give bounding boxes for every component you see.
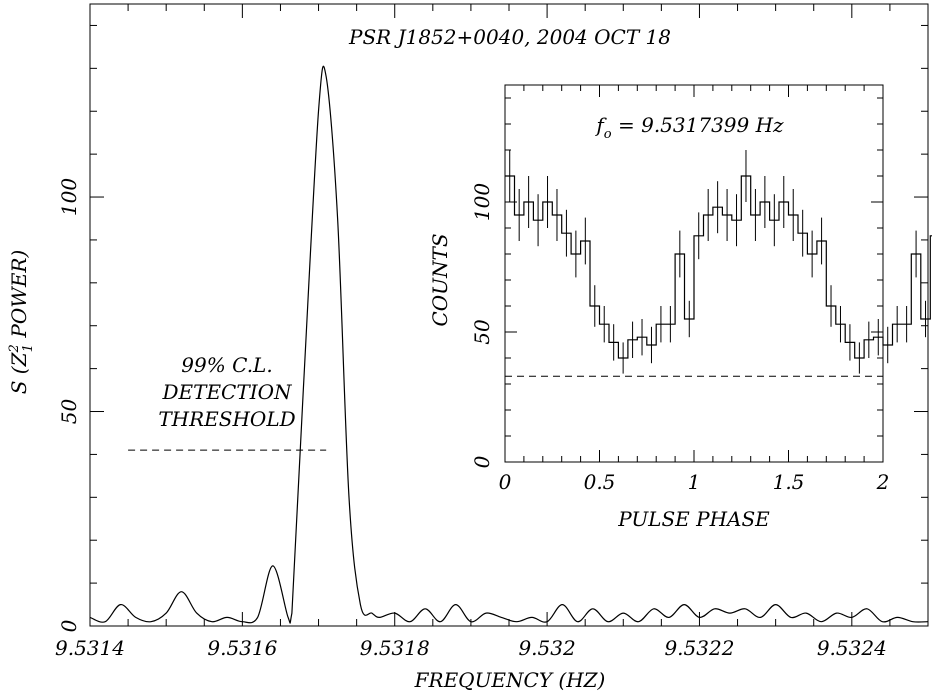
main-x-tick-label: 9.5322: [664, 636, 734, 660]
threshold-label-line-2: DETECTION: [161, 380, 293, 404]
inset-x-axis-label: PULSE PHASE: [617, 507, 770, 531]
main-y-tick-label: 0: [57, 619, 81, 632]
inset-x-tick-label: 2: [876, 470, 890, 494]
inset-x-tick-label: 0: [499, 470, 512, 494]
z2-power-curve: [89, 65, 929, 624]
main-x-tick-label: 9.5316: [207, 636, 277, 660]
main-title: PSR J1852+0040, 2004 OCT 18: [348, 25, 671, 49]
pulse-profile-histogram: [505, 175, 932, 359]
y-label-superscript: 2: [7, 344, 22, 353]
inset-x-tick-label: 0.5: [584, 470, 616, 494]
inset-series: [505, 175, 932, 359]
inset-x-tick-label: 1.5: [773, 470, 805, 494]
main-x-tick-label: 9.5324: [817, 636, 887, 660]
main-x-tick-label: 9.532: [518, 636, 575, 660]
inset-y-tick-label: 100: [470, 183, 494, 221]
main-x-axis-label: FREQUENCY (HZ): [414, 668, 606, 692]
main-series: [89, 65, 929, 624]
y-label-subscript: 1: [21, 344, 36, 352]
inset-error-bars: [509, 150, 927, 374]
threshold-label: 99% C.L. DETECTION THRESHOLD: [158, 353, 295, 431]
inset-y-tick-label: 50: [470, 319, 494, 345]
main-x-tick-label: 9.5318: [360, 636, 430, 660]
inset-y-axis-label: COUNTS: [428, 233, 452, 326]
y-label-prefix: S: [7, 381, 31, 395]
main-y-tick-label: 100: [57, 178, 81, 216]
y-label-symbol: Z: [7, 351, 31, 367]
main-x-tick-label: 9.5314: [55, 636, 125, 660]
inset-y-tick-label: 0: [470, 455, 494, 468]
main-y-axis-label: S (Z21 POWER): [7, 250, 36, 395]
threshold-label-line-1: 99% C.L.: [181, 353, 272, 377]
annotation-subscript: o: [604, 127, 612, 142]
y-label-suffix: POWER: [7, 258, 31, 339]
inset-ticks: 0 0.5 1 1.5 2 0 50 100: [470, 85, 889, 494]
main-ticks: 9.5314 9.5316 9.5318 9.532 9.5322 9.532405010…: [55, 4, 929, 660]
inset-x-tick-label: 1: [688, 470, 701, 494]
main-y-tick-label: 50: [57, 399, 81, 425]
annotation-value: = 9.5317399 Hz: [612, 113, 784, 137]
threshold-label-line-3: THRESHOLD: [158, 407, 295, 431]
